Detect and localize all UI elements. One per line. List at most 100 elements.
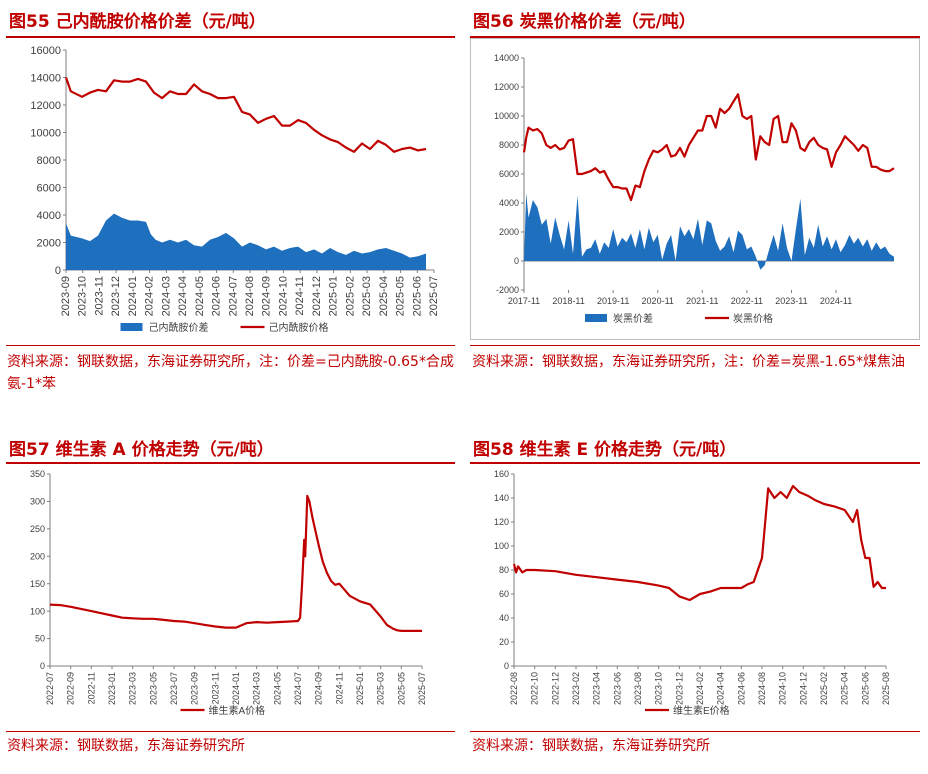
series-line-1 xyxy=(64,77,427,153)
y-tick-label: 20 xyxy=(499,637,509,647)
source-rule xyxy=(470,731,920,732)
x-tick-label: 2024-07 xyxy=(293,672,303,705)
y-tick-label: 0 xyxy=(504,661,509,671)
x-tick-label: 2022-08 xyxy=(509,672,519,705)
y-tick-label: 60 xyxy=(499,589,509,599)
x-tick-label: 2022-07 xyxy=(45,672,55,705)
y-tick-label: 16000 xyxy=(30,45,61,57)
series-area-0 xyxy=(524,192,894,270)
chart-carbon-black: -2000 0 2000 4000 6000 8000 10000 12000 14000 201… xyxy=(470,38,920,340)
y-tick-label: -2000 xyxy=(496,285,519,295)
x-tick-label: 2023-09 xyxy=(190,672,200,705)
figure-56-source: 资料来源：钢联数据，东海证券研究所，注：价差=炭黑-1.65*煤焦油 xyxy=(472,354,905,370)
x-tick-label: 2025-01 xyxy=(328,276,340,316)
y-tick-label: 350 xyxy=(30,469,45,479)
chart-vitamin-e: 0 20 40 60 80 100 120 140 160 2022-08 2022-10 2022-… xyxy=(494,469,891,717)
x-tick-label: 2024-05 xyxy=(272,672,282,705)
series-line-1 xyxy=(522,93,895,202)
legend-label: 炭黑价格 xyxy=(733,312,773,325)
y-tick-label: 150 xyxy=(30,579,45,589)
x-tick-label: 2022-11 xyxy=(86,672,96,704)
x-tick-label: 2024-10 xyxy=(778,672,788,705)
x-tick-label: 2021-11 xyxy=(686,296,718,306)
series-line-0 xyxy=(512,484,886,602)
y-tick-label: 4000 xyxy=(37,210,61,222)
chart-frame xyxy=(470,38,920,340)
legend-label: 维生素E价格 xyxy=(673,704,730,717)
x-tick-label: 2024-04 xyxy=(177,276,189,316)
x-tick-label: 2024-06 xyxy=(211,276,223,316)
x-tick-label: 2023-11 xyxy=(93,276,105,316)
source-rule xyxy=(470,345,920,346)
x-tick-label: 2024-09 xyxy=(314,672,324,705)
x-tick-label: 2023-11 xyxy=(210,672,220,704)
x-tick-label: 2024-07 xyxy=(227,276,239,316)
x-tick-label: 2024-02 xyxy=(695,672,705,705)
x-tick-label: 2023-12 xyxy=(110,276,122,316)
x-tick-label: 2024-05 xyxy=(194,276,206,316)
x-tick-label: 2022-10 xyxy=(530,672,540,705)
y-tick-label: 10000 xyxy=(30,127,61,139)
x-tick-label: 2022-09 xyxy=(66,672,76,705)
chart-caprolactam: 0 2000 4000 6000 8000 10000 12000 14000 16000 202… xyxy=(30,45,440,334)
x-tick-label: 2025-08 xyxy=(881,672,891,705)
x-tick-label: 2023-09 xyxy=(60,276,72,316)
figure-55-source: 资料来源：钢联数据，东海证券研究所，注：价差=己内酰胺-0.65*合成氨-1*苯 xyxy=(7,354,454,392)
y-tick-label: 0 xyxy=(40,661,45,671)
figure-56-title: 图56 炭黑价格价差（元/吨） xyxy=(473,12,696,32)
y-tick-label: 12000 xyxy=(494,82,519,92)
x-tick-label: 2023-07 xyxy=(169,672,179,705)
x-tick-label: 2025-02 xyxy=(344,276,356,316)
legend-label: 己内酰胺价差 xyxy=(149,321,209,334)
y-tick-label: 0 xyxy=(514,256,519,266)
y-tick-label: 40 xyxy=(499,613,509,623)
y-tick-label: 10000 xyxy=(494,111,519,121)
legend-label: 维生素A价格 xyxy=(209,704,266,717)
legend-label: 己内酰胺价格 xyxy=(269,321,329,334)
y-tick-label: 50 xyxy=(35,634,45,644)
y-tick-label: 12000 xyxy=(30,100,61,112)
x-tick-label: 2024-03 xyxy=(252,672,262,705)
title-rule xyxy=(6,462,455,464)
x-tick-label: 2025-07 xyxy=(428,276,440,316)
x-tick-label: 2025-05 xyxy=(395,276,407,316)
y-tick-label: 8000 xyxy=(37,155,61,167)
y-tick-label: 300 xyxy=(30,497,45,507)
title-rule xyxy=(470,462,920,464)
x-tick-label: 2025-02 xyxy=(819,672,829,705)
legend-swatch xyxy=(585,314,607,322)
series-line-0 xyxy=(49,494,422,632)
y-tick-label: 6000 xyxy=(37,182,61,194)
series-area-0 xyxy=(66,213,426,270)
y-tick-label: 250 xyxy=(30,524,45,534)
title-rule xyxy=(470,36,920,38)
x-tick-label: 2024-11 xyxy=(820,296,852,306)
figure-58-source: 资料来源：钢联数据，东海证券研究所 xyxy=(472,738,710,754)
x-tick-label: 2024-09 xyxy=(261,276,273,316)
y-tick-label: 200 xyxy=(30,551,45,561)
y-tick-label: 2000 xyxy=(37,237,61,249)
x-tick-label: 2025-07 xyxy=(417,672,427,705)
x-tick-label: 2025-04 xyxy=(840,672,850,705)
x-tick-label: 2020-11 xyxy=(642,296,674,306)
y-tick-label: 14000 xyxy=(494,53,519,63)
x-tick-label: 2023-10 xyxy=(654,672,664,705)
x-tick-label: 2024-08 xyxy=(757,672,767,705)
y-tick-label: 4000 xyxy=(499,198,519,208)
x-tick-label: 2023-10 xyxy=(77,276,89,316)
x-tick-label: 2023-06 xyxy=(612,672,622,705)
x-tick-label: 2019-11 xyxy=(597,296,629,306)
x-tick-label: 2025-03 xyxy=(361,276,373,316)
x-tick-label: 2025-01 xyxy=(355,672,365,705)
x-tick-label: 2022-11 xyxy=(731,296,763,306)
x-tick-label: 2017-11 xyxy=(508,296,540,306)
source-rule xyxy=(6,345,455,346)
x-tick-label: 2024-12 xyxy=(311,276,323,316)
x-tick-label: 2024-02 xyxy=(144,276,156,316)
figure-57-title: 图57 维生素 A 价格走势（元/吨） xyxy=(9,440,274,460)
y-tick-label: 14000 xyxy=(30,72,61,84)
x-tick-label: 2023-02 xyxy=(571,672,581,705)
figure-55-title: 图55 己内酰胺价格价差（元/吨） xyxy=(9,12,266,32)
x-tick-label: 2023-08 xyxy=(633,672,643,705)
x-tick-label: 2024-01 xyxy=(231,672,241,705)
